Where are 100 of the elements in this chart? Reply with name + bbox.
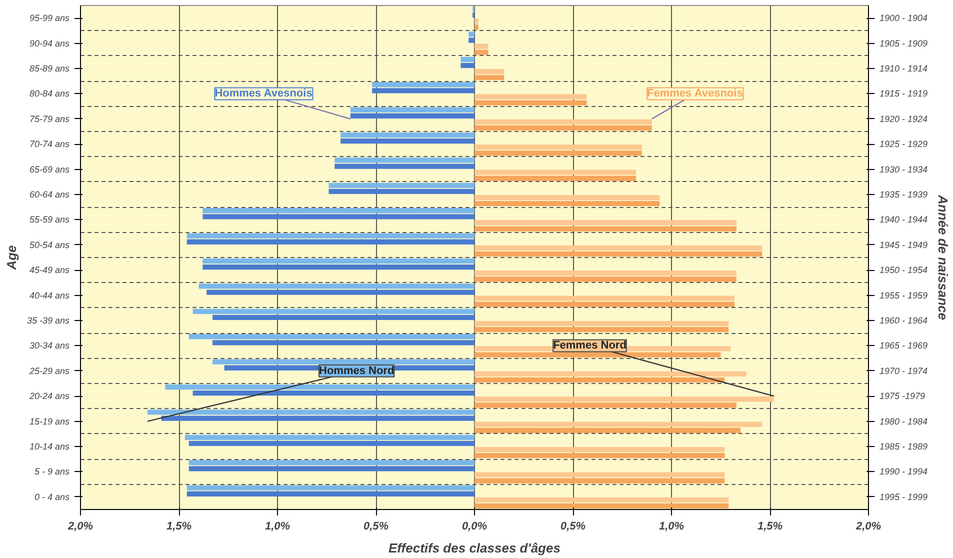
y-tick-label: 55-59 ans xyxy=(29,214,70,225)
y-tick-label: 80-84 ans xyxy=(29,88,70,99)
x-tick-label: 0,0% xyxy=(462,520,488,532)
bar xyxy=(468,32,474,37)
y2-tick-label: 1955 - 1959 xyxy=(880,290,928,300)
y-tick-label: 5 - 9 ans xyxy=(34,466,70,477)
bar xyxy=(188,460,474,466)
bar xyxy=(212,340,474,346)
bar xyxy=(474,497,729,502)
bar xyxy=(474,18,478,24)
bar xyxy=(212,314,474,320)
bar xyxy=(474,226,737,232)
y-tick-label: 40-44 ans xyxy=(29,290,70,300)
bar xyxy=(474,50,488,55)
text: Femmes Avesnois xyxy=(647,88,743,100)
y-tick-label: 35 -39 ans xyxy=(26,316,70,326)
bar xyxy=(474,371,746,376)
bar xyxy=(474,94,587,100)
bar xyxy=(474,220,737,226)
x-tick-label: 1,0% xyxy=(658,520,684,532)
bar xyxy=(468,38,474,43)
y2-tick-label: 1970 - 1974 xyxy=(880,366,928,376)
bar xyxy=(202,208,474,214)
y2-tick-label: 1980 - 1984 xyxy=(880,416,928,426)
bar xyxy=(474,422,762,427)
series-label: Hommes Nord xyxy=(319,364,394,377)
y2-tick-label: 1905 - 1909 xyxy=(880,38,928,48)
bar xyxy=(474,503,729,509)
y2-tick-label: 1990 - 1994 xyxy=(880,466,928,477)
bar xyxy=(161,416,474,421)
bar xyxy=(474,270,737,276)
bar xyxy=(474,68,504,74)
bar xyxy=(474,296,735,301)
y2-tick-label: 1930 - 1934 xyxy=(880,164,928,174)
y2-axis-title: Année de naissance xyxy=(936,194,951,320)
y2-tick-label: 1915 - 1919 xyxy=(880,88,928,99)
bar xyxy=(192,390,474,396)
bar xyxy=(474,302,735,307)
bar xyxy=(372,88,474,94)
x-tick-label: 0,5% xyxy=(560,520,586,532)
bar xyxy=(328,188,474,194)
y-tick-label: 0 - 4 ans xyxy=(34,492,70,502)
bar xyxy=(474,428,740,433)
bar xyxy=(474,75,504,80)
bar xyxy=(206,290,474,295)
bar xyxy=(474,24,478,30)
bar xyxy=(460,56,474,62)
bar xyxy=(474,446,725,452)
text: Hommes Avesnois xyxy=(214,88,312,100)
bar xyxy=(474,150,642,156)
bar xyxy=(188,440,474,446)
bar xyxy=(192,308,474,314)
y-tick-label: 25-29 ans xyxy=(28,366,70,376)
y2-tick-label: 1935 - 1939 xyxy=(880,190,928,200)
bar xyxy=(474,144,642,150)
x-axis-title: Effectifs des classes d'âges xyxy=(388,540,560,556)
y2-tick-label: 1945 - 1949 xyxy=(880,240,928,250)
bar xyxy=(165,384,474,390)
y2-tick-label: 1960 - 1964 xyxy=(880,316,928,326)
bar xyxy=(474,453,725,458)
bar xyxy=(474,396,774,402)
bar xyxy=(372,82,474,88)
y-tick-label: 45-49 ans xyxy=(29,265,70,276)
bar xyxy=(334,158,474,163)
y-tick-label: 65-69 ans xyxy=(29,164,70,174)
y2-tick-label: 1985 - 1989 xyxy=(880,442,928,452)
y-tick-label: 95-99 ans xyxy=(29,13,70,24)
series-label: Femmes Nord xyxy=(553,340,626,352)
x-tick-label: 1,5% xyxy=(757,520,783,532)
y-tick-label: 75-79 ans xyxy=(29,114,70,124)
bar xyxy=(186,239,474,244)
y-tick-label: 70-74 ans xyxy=(29,139,70,150)
y2-tick-label: 1900 - 1904 xyxy=(880,13,928,24)
bar xyxy=(202,258,474,264)
bar xyxy=(334,164,474,169)
y-tick-label: 15-19 ans xyxy=(29,416,70,426)
y2-tick-label: 1920 - 1924 xyxy=(880,114,928,124)
bar xyxy=(474,194,660,200)
y-tick-label: 50-54 ans xyxy=(29,240,70,250)
y2-tick-label: 1910 - 1914 xyxy=(880,64,928,74)
bar xyxy=(184,434,474,440)
bar xyxy=(474,327,729,332)
bar xyxy=(474,201,660,206)
y-tick-label: 90-94 ans xyxy=(29,38,70,48)
bar xyxy=(188,334,474,340)
y-axis-title: Age xyxy=(4,245,19,271)
bar xyxy=(202,264,474,270)
bar xyxy=(340,132,474,138)
bar xyxy=(474,119,652,124)
bar xyxy=(474,170,636,175)
bar xyxy=(474,125,652,131)
y-tick-label: 10-14 ans xyxy=(29,442,70,452)
bar xyxy=(474,276,737,282)
y2-tick-label: 1925 - 1929 xyxy=(880,139,928,150)
bar xyxy=(460,62,474,68)
bar xyxy=(350,113,474,118)
bar xyxy=(474,377,725,383)
bar xyxy=(340,138,474,144)
bar xyxy=(474,245,762,250)
x-tick-label: 1,5% xyxy=(166,520,192,532)
